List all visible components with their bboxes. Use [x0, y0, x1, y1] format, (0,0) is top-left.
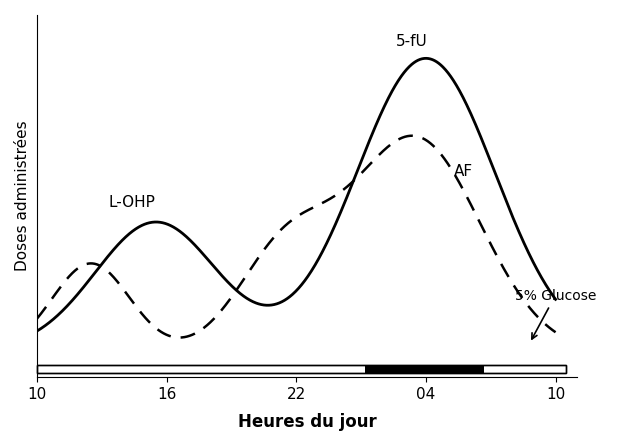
- Bar: [37, 365, 566, 373]
- Text: 5% Glucose: 5% Glucose: [515, 289, 596, 339]
- Bar: [37, 365, 566, 373]
- Text: AF: AF: [454, 164, 473, 179]
- Bar: [365, 366, 485, 373]
- Text: 5-fU: 5-fU: [396, 34, 428, 49]
- X-axis label: Heures du jour: Heures du jour: [238, 413, 376, 431]
- Y-axis label: Doses administrées: Doses administrées: [15, 121, 30, 272]
- Text: L-OHP: L-OHP: [108, 195, 155, 210]
